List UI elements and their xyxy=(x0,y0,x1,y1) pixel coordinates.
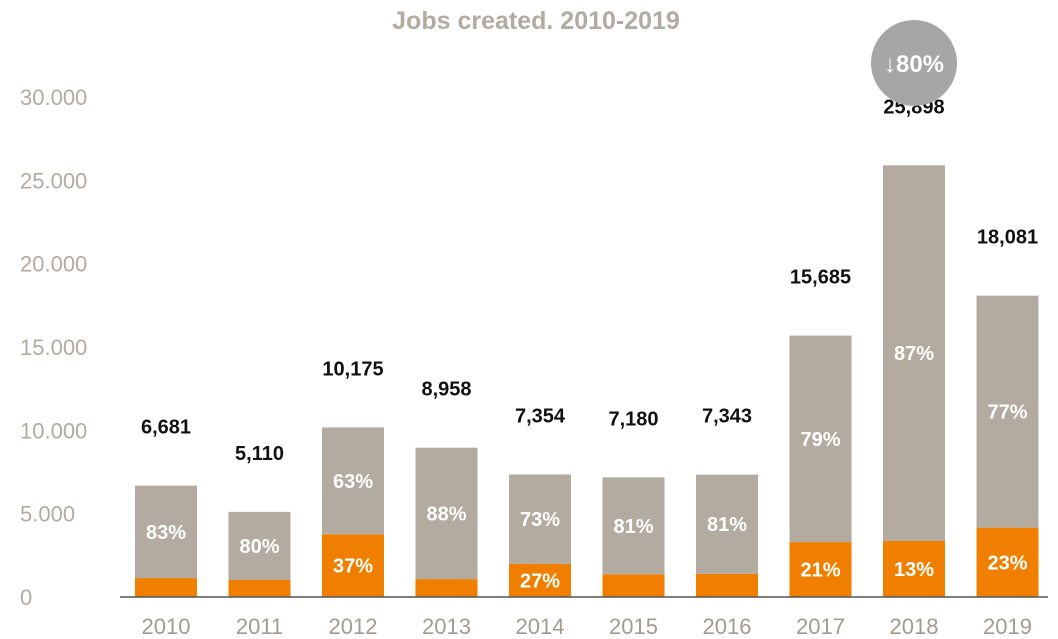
bar-segment-top xyxy=(789,335,852,543)
annotation-badge-text: ↓80% xyxy=(884,51,944,78)
segment-percent-label: 27% xyxy=(520,570,560,592)
segment-percent-label: 79% xyxy=(800,429,840,451)
segment-percent-label: 21% xyxy=(800,560,840,582)
x-tick-label: 2015 xyxy=(609,614,658,639)
bar-segment-bottom xyxy=(322,534,384,597)
y-tick-label: 0 xyxy=(20,585,32,610)
segment-percent-label: 37% xyxy=(333,556,373,578)
segment-percent-label: 73% xyxy=(520,509,560,531)
segment-percent-label: 80% xyxy=(239,536,279,558)
bar-segment-bottom xyxy=(883,540,945,597)
x-tick-label: 2017 xyxy=(796,614,845,639)
segment-percent-label: 83% xyxy=(146,522,186,544)
segment-percent-label: 13% xyxy=(894,559,934,581)
segment-percent-label: 88% xyxy=(426,503,466,525)
x-tick-label: 2014 xyxy=(516,614,565,639)
segment-percent-label: 23% xyxy=(987,552,1027,574)
bar-segment-bottom xyxy=(415,579,478,597)
bar-segment-bottom xyxy=(602,574,665,597)
bar-segment-top xyxy=(228,511,291,580)
bars: 83% 6,681 80% 5,110 37% 63% 10,175 88% 8,958 27% 7… xyxy=(135,96,1039,597)
y-tick-label: 25.000 xyxy=(20,168,87,193)
x-tick-label: 2012 xyxy=(329,614,378,639)
bar-segment-top xyxy=(696,474,758,574)
bar-segment-bottom xyxy=(789,542,852,597)
y-tick-label: 10.000 xyxy=(20,418,87,443)
y-tick-label: 20.000 xyxy=(20,252,87,277)
annotation-badge xyxy=(871,20,957,106)
bar-segment-top xyxy=(322,427,384,535)
segment-percent-label: 81% xyxy=(707,514,747,536)
bar-segment-top xyxy=(883,165,945,541)
x-tick-label: 2019 xyxy=(983,614,1032,639)
bar-segment-top xyxy=(602,477,665,575)
bar-segment-bottom xyxy=(976,527,1039,597)
bar-total-label: 18,081 xyxy=(977,227,1038,249)
x-tick-label: 2010 xyxy=(142,614,191,639)
bar-segment-top xyxy=(415,447,478,580)
segment-percent-label: 81% xyxy=(613,516,653,538)
bar-total-label: 7,343 xyxy=(702,406,752,428)
segment-percent-label: 63% xyxy=(333,471,373,493)
bar-total-label: 5,110 xyxy=(235,443,284,465)
annotation: ↓80% xyxy=(871,20,957,106)
segment-percent-label: 77% xyxy=(987,402,1027,424)
bar-total-label: 7,180 xyxy=(608,408,658,430)
bar-total-label: 7,354 xyxy=(515,405,566,427)
bar-segment-bottom xyxy=(509,563,571,597)
bar-segment-top xyxy=(135,485,197,579)
x-axis: 2010 2011 2012 2013 2014 2015 2016 2017 2018 2019 xyxy=(142,614,1032,639)
y-tick-label: 30.000 xyxy=(20,85,87,110)
x-tick-label: 2013 xyxy=(422,614,471,639)
bar-segment-bottom xyxy=(696,573,758,597)
bar-segment-bottom xyxy=(135,578,197,597)
y-axis: 0 5.000 10.000 15.000 20.000 25.000 30.000 xyxy=(20,85,87,610)
bar-total-label: 15,685 xyxy=(790,267,851,289)
y-tick-label: 15.000 xyxy=(20,335,87,360)
bar-total-label: 8,958 xyxy=(421,379,471,401)
segment-percent-label: 87% xyxy=(894,343,934,365)
bar-total-label: 6,681 xyxy=(141,417,191,439)
x-tick-label: 2018 xyxy=(890,614,939,639)
bar-segment-top xyxy=(976,295,1039,528)
bar-segment-bottom xyxy=(228,579,291,597)
chart-title: Jobs created. 2010-2019 xyxy=(392,7,680,35)
bar-total-label: 10,175 xyxy=(322,358,383,380)
bar-segment-top xyxy=(509,474,571,564)
x-tick-label: 2016 xyxy=(703,614,752,639)
y-tick-label: 5.000 xyxy=(20,502,75,527)
x-tick-label: 2011 xyxy=(236,614,283,639)
